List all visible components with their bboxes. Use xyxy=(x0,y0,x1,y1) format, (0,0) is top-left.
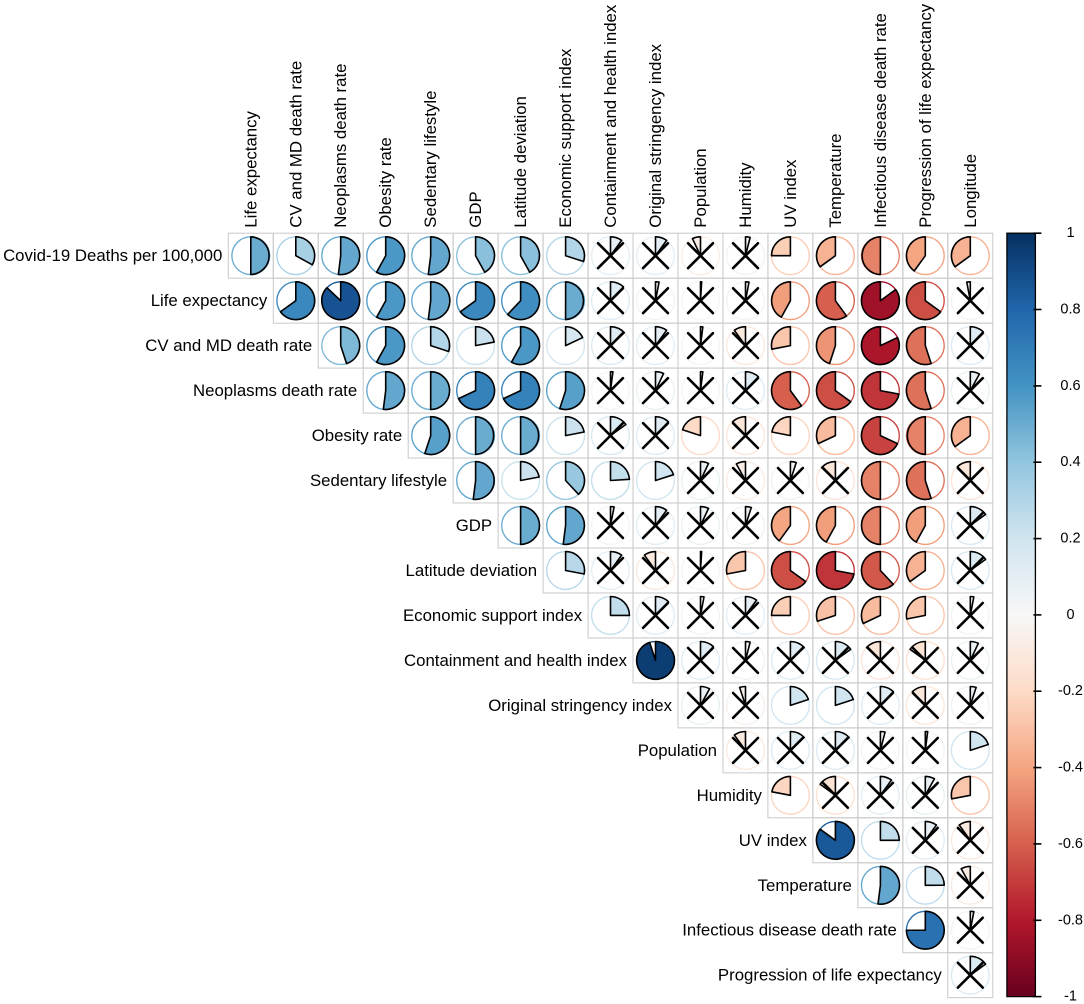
svg-text:Temperature: Temperature xyxy=(826,133,845,227)
svg-text:-0.4: -0.4 xyxy=(1058,760,1083,776)
svg-text:Humidity: Humidity xyxy=(736,162,755,228)
svg-text:0: 0 xyxy=(1066,607,1074,623)
svg-text:Life expectancy: Life expectancy xyxy=(241,110,260,227)
svg-text:Latitude deviation: Latitude deviation xyxy=(511,96,530,228)
svg-text:-0.8: -0.8 xyxy=(1058,912,1083,928)
svg-text:Sedentary lifestyle: Sedentary lifestyle xyxy=(310,471,447,490)
svg-text:Containment and health index: Containment and health index xyxy=(601,4,620,228)
svg-text:0.4: 0.4 xyxy=(1060,454,1080,470)
svg-text:GDP: GDP xyxy=(466,191,485,227)
svg-text:Covid-19 Deaths per 100,000: Covid-19 Deaths per 100,000 xyxy=(3,246,222,265)
svg-text:0.6: 0.6 xyxy=(1060,378,1080,394)
svg-text:Temperature: Temperature xyxy=(758,876,852,895)
svg-text:Original stringency index: Original stringency index xyxy=(646,43,665,227)
svg-text:0.2: 0.2 xyxy=(1060,531,1080,547)
svg-text:Original stringency index: Original stringency index xyxy=(488,696,672,715)
svg-text:CV and MD death rate: CV and MD death rate xyxy=(145,336,312,355)
svg-text:-1: -1 xyxy=(1064,989,1077,1004)
svg-text:Economic support index: Economic support index xyxy=(403,606,583,625)
svg-text:Neoplasms death rate: Neoplasms death rate xyxy=(193,381,357,400)
svg-text:CV and MD death rate: CV and MD death rate xyxy=(286,61,305,228)
svg-text:Obesity rate: Obesity rate xyxy=(376,137,395,227)
svg-text:Sedentary lifestyle: Sedentary lifestyle xyxy=(421,91,440,228)
svg-text:0.8: 0.8 xyxy=(1060,302,1080,318)
svg-text:Population: Population xyxy=(691,148,710,227)
svg-text:Progression of life expectancy: Progression of life expectancy xyxy=(718,966,942,985)
svg-text:UV index: UV index xyxy=(739,831,808,850)
svg-text:UV index: UV index xyxy=(781,159,800,228)
svg-text:1: 1 xyxy=(1066,225,1074,241)
svg-text:GDP: GDP xyxy=(456,516,492,535)
svg-text:Longitude: Longitude xyxy=(961,154,980,228)
svg-text:Progression of life expectancy: Progression of life expectancy xyxy=(916,3,935,227)
svg-text:Population: Population xyxy=(638,741,717,760)
svg-text:Infectious disease death rate: Infectious disease death rate xyxy=(682,921,897,940)
svg-text:Obesity rate: Obesity rate xyxy=(312,426,402,445)
svg-text:Latitude deviation: Latitude deviation xyxy=(406,561,538,580)
svg-text:Neoplasms death rate: Neoplasms death rate xyxy=(331,64,350,228)
svg-text:-0.6: -0.6 xyxy=(1058,836,1083,852)
svg-text:Containment and health index: Containment and health index xyxy=(404,651,628,670)
svg-text:Economic support index: Economic support index xyxy=(556,48,575,228)
svg-text:-0.2: -0.2 xyxy=(1058,683,1083,699)
svg-text:Life expectancy: Life expectancy xyxy=(151,291,268,310)
svg-text:Infectious disease death rate: Infectious disease death rate xyxy=(871,13,890,228)
svg-text:Humidity: Humidity xyxy=(697,786,763,805)
